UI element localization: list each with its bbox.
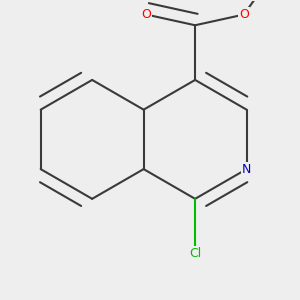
Text: N: N xyxy=(242,163,251,176)
Text: O: O xyxy=(239,8,249,21)
Text: Cl: Cl xyxy=(189,247,201,260)
Text: O: O xyxy=(141,8,151,21)
